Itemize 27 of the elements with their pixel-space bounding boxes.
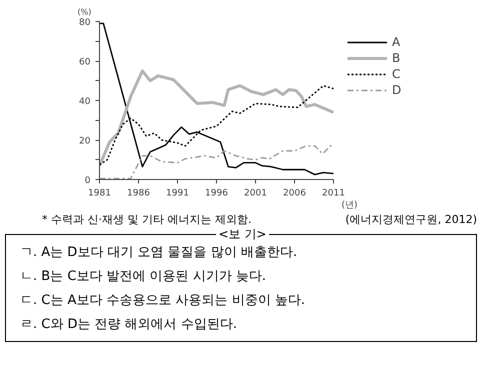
- text: ㄱ. A는 D보다 대기 오염 물질을 많이 배출한다.: [20, 244, 298, 262]
- y-tick-label: 0: [84, 176, 91, 186]
- x-tick-label: 2001: [244, 188, 267, 198]
- text: ㄷ. C는 A보다 수송용으로 사용되는 비중이 높다.: [20, 292, 306, 310]
- legend-label: B: [392, 51, 402, 65]
- x-axis-title: (년): [341, 200, 358, 210]
- text: ㄴ. B는 C보다 발전에 이용된 시기가 늦다.: [20, 268, 266, 286]
- text: * 수력과 신·재생 및 기타 에너지는 제외함.: [42, 212, 252, 228]
- y-axis-title: (%): [78, 8, 92, 16]
- x-tick-label: 2006: [283, 188, 306, 198]
- y-tick-label: 80: [79, 18, 91, 28]
- text: <보 기>: [216, 227, 270, 241]
- x-tick-label: 1981: [88, 188, 111, 198]
- y-tick-label: 40: [79, 97, 91, 107]
- text: ㄹ. C와 D는 전량 해외에서 수입된다.: [20, 316, 238, 334]
- legend-label: A: [392, 35, 402, 49]
- legend-label: C: [392, 67, 402, 81]
- x-tick-label: 1986: [127, 188, 150, 198]
- x-tick-label: 2011: [322, 188, 345, 198]
- y-tick-label: 20: [79, 136, 91, 146]
- y-tick-label: 60: [79, 58, 91, 68]
- text: (에너지경제연구원, 2012): [345, 212, 477, 228]
- line-series: [100, 22, 334, 176]
- x-tick-label: 1996: [205, 188, 228, 198]
- line-series: [100, 69, 334, 168]
- x-tick-label: 1991: [166, 188, 189, 198]
- legend-label: D: [392, 83, 402, 97]
